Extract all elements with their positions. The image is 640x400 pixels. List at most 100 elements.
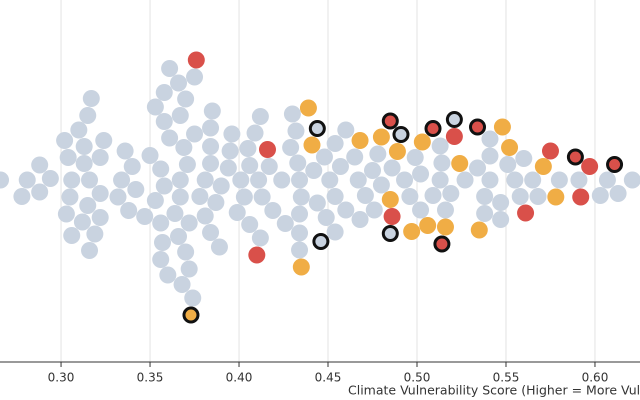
- dot: [381, 191, 399, 208]
- dot: [152, 160, 170, 178]
- dot: [79, 107, 97, 124]
- dot: [109, 188, 127, 206]
- dot: [239, 140, 257, 157]
- dot: [456, 171, 474, 189]
- dot: [401, 188, 419, 205]
- dot: [291, 171, 309, 189]
- dot: [95, 132, 113, 149]
- dot: [431, 137, 449, 155]
- x-tick-label: 0.50: [404, 371, 431, 385]
- dot: [346, 148, 364, 166]
- dot: [381, 225, 399, 242]
- dot: [501, 139, 519, 156]
- dot: [175, 139, 193, 156]
- dot: [152, 214, 170, 232]
- dot: [392, 126, 410, 143]
- dot: [326, 135, 344, 152]
- dot: [91, 209, 109, 226]
- dot: [321, 171, 339, 189]
- dot: [451, 155, 469, 172]
- dot: [251, 108, 269, 125]
- dot: [155, 113, 173, 130]
- dot: [606, 156, 624, 173]
- dot: [187, 51, 205, 69]
- dot: [349, 171, 367, 189]
- dot: [364, 162, 382, 179]
- dot: [481, 130, 499, 148]
- dot: [541, 142, 559, 160]
- x-tick-label: 0.30: [48, 371, 75, 385]
- dot: [196, 171, 214, 189]
- dot: [161, 60, 179, 77]
- dot: [180, 260, 198, 278]
- dot: [63, 227, 81, 244]
- dot: [59, 149, 77, 166]
- dot: [73, 213, 91, 231]
- dot: [155, 84, 173, 101]
- dots: [0, 51, 640, 324]
- dot: [581, 158, 599, 175]
- x-axis-label: Climate Vulnerability Score (Higher = Mo…: [348, 383, 640, 398]
- dot: [315, 148, 333, 166]
- dot: [123, 158, 141, 175]
- dot: [241, 216, 259, 233]
- dot: [308, 120, 326, 137]
- dot: [79, 197, 97, 214]
- dot: [171, 107, 189, 124]
- dot: [91, 185, 109, 202]
- dot: [177, 90, 195, 108]
- dot: [356, 187, 374, 204]
- dot: [383, 208, 401, 225]
- x-tick-label: 0.55: [493, 371, 520, 385]
- x-axis: 0.30 0.35 0.40 0.45 0.50 0.55 0.60: [0, 361, 640, 385]
- dot: [253, 188, 271, 206]
- dot: [170, 74, 188, 92]
- dot: [291, 241, 309, 259]
- dot: [136, 208, 154, 225]
- dot: [305, 162, 323, 179]
- dot: [258, 141, 276, 158]
- dot: [250, 171, 268, 189]
- dot: [264, 202, 282, 219]
- dot: [166, 205, 184, 222]
- dot: [476, 205, 494, 222]
- dot: [372, 176, 390, 194]
- dot: [365, 201, 383, 219]
- dot: [476, 188, 494, 205]
- dot: [326, 188, 344, 205]
- dot: [186, 68, 204, 86]
- dot: [146, 192, 164, 209]
- dot: [481, 147, 499, 165]
- dot: [381, 112, 399, 130]
- dot: [481, 171, 499, 189]
- dot: [63, 171, 81, 189]
- dot: [424, 120, 442, 137]
- dot: [291, 224, 309, 242]
- dot: [86, 225, 104, 243]
- dot: [182, 306, 200, 324]
- dot: [184, 289, 202, 307]
- dot: [70, 121, 88, 139]
- dot: [155, 177, 173, 195]
- dot: [287, 122, 305, 140]
- dot: [383, 159, 401, 177]
- dot: [492, 211, 510, 228]
- dot: [550, 171, 568, 189]
- dot: [235, 188, 253, 206]
- dot: [591, 187, 609, 204]
- dot: [146, 98, 164, 116]
- dot: [412, 201, 430, 219]
- dot: [31, 183, 49, 201]
- dot: [419, 217, 437, 234]
- dot: [445, 111, 463, 128]
- x-tick-label: 0.40: [226, 371, 253, 385]
- dot: [273, 171, 291, 189]
- dot: [161, 129, 179, 147]
- x-tick-label: 0.45: [315, 371, 342, 385]
- dot: [317, 209, 335, 226]
- dot: [369, 145, 387, 163]
- dot: [241, 157, 259, 174]
- dot: [312, 233, 330, 250]
- dot: [82, 90, 100, 107]
- dot: [292, 188, 310, 206]
